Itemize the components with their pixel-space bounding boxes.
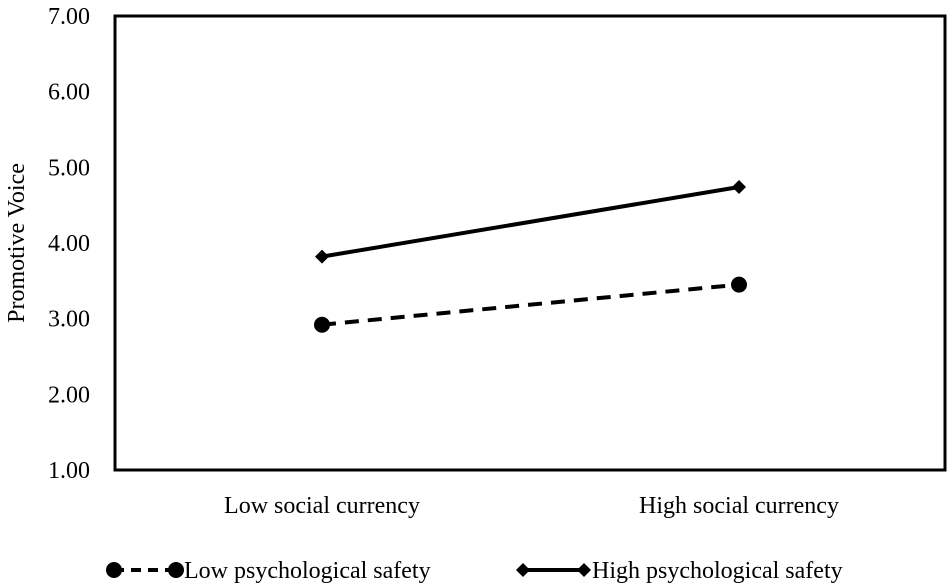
data-point-circle xyxy=(731,276,747,293)
series-layer xyxy=(314,180,747,333)
series-line xyxy=(321,282,740,327)
y-tick-label: 7.00 xyxy=(48,4,90,30)
x-axis-tick-labels: Low social currency High social currency xyxy=(224,493,839,519)
data-point-diamond xyxy=(732,180,746,195)
series-low-psychological-safety xyxy=(314,276,747,333)
legend-marker xyxy=(168,562,184,578)
x-tick-label: High social currency xyxy=(639,493,839,519)
legend-marker xyxy=(516,563,530,577)
legend-item: Low psychological safety xyxy=(106,558,431,584)
legend: Low psychological safety High psychologic… xyxy=(106,558,843,584)
data-point-diamond xyxy=(315,249,329,264)
legend-item: High psychological safety xyxy=(516,558,843,584)
y-axis-tick-labels: 1.00 2.00 3.00 4.00 5.00 6.00 7.00 xyxy=(48,4,90,484)
y-tick-label: 2.00 xyxy=(48,382,90,408)
series-high-psychological-safety xyxy=(315,180,746,264)
legend-marker xyxy=(106,562,122,578)
y-tick-label: 4.00 xyxy=(48,231,90,257)
plot-area-frame xyxy=(113,14,947,472)
y-axis-title: Promotive Voice xyxy=(4,163,30,323)
data-point-circle xyxy=(314,316,330,333)
legend-label: High psychological safety xyxy=(592,558,843,584)
y-tick-label: 6.00 xyxy=(48,80,90,106)
x-tick-label: Low social currency xyxy=(224,493,420,519)
y-tick-label: 5.00 xyxy=(48,155,90,181)
y-tick-label: 1.00 xyxy=(48,458,90,484)
legend-marker xyxy=(577,563,591,577)
series-line xyxy=(321,185,740,259)
legend-label: Low psychological safety xyxy=(184,558,431,584)
y-tick-label: 3.00 xyxy=(48,307,90,333)
